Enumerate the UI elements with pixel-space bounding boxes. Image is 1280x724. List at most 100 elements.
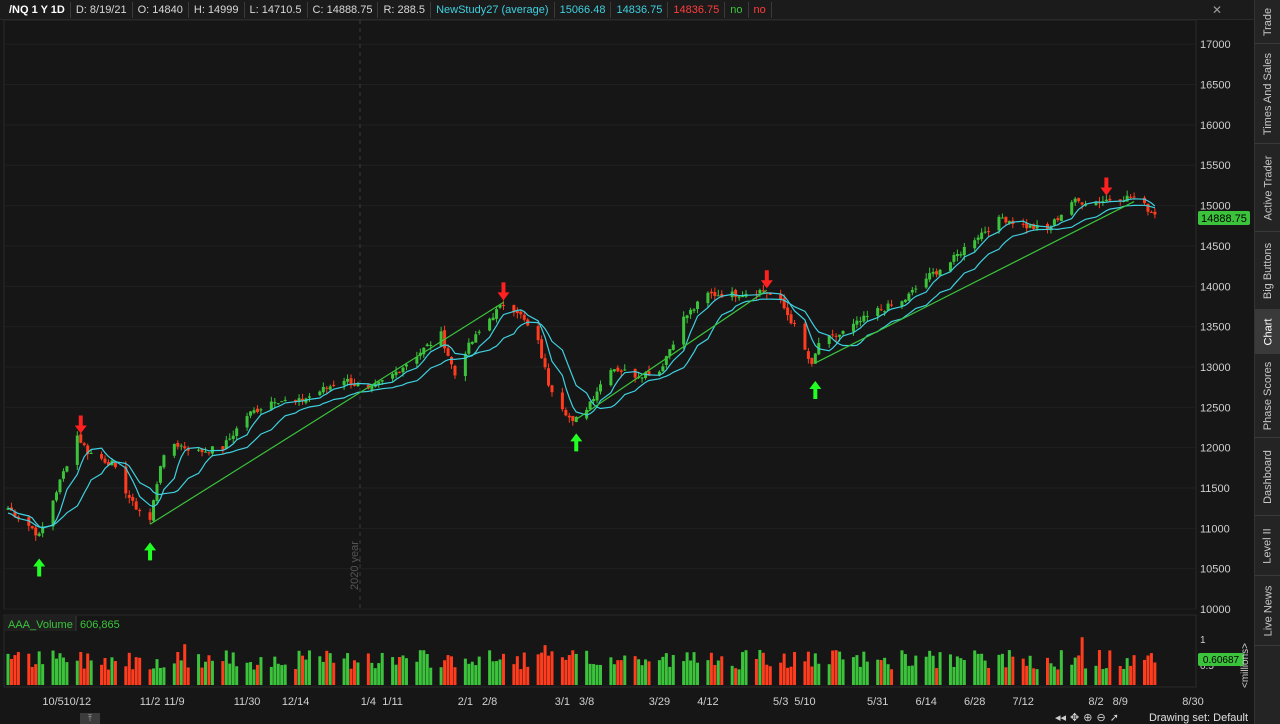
candle [709,291,713,294]
volume-bar [716,660,720,685]
volume-bar [1125,658,1129,685]
volume-bar [304,659,308,685]
candle [79,434,83,443]
tab-label: Live News [1262,585,1274,636]
zoom-in-icon[interactable]: ⊕ [1083,712,1093,724]
study-name[interactable]: NewStudy27 (average) [431,1,555,18]
volume-bar [734,668,738,685]
volume-bar [131,669,135,685]
date-tick-label: 11/2 [140,696,161,708]
candle [689,309,693,315]
scroll-start-button[interactable]: ⤒ [80,713,100,724]
candle [259,409,263,411]
volume-bar [138,657,142,685]
date-tick-label: 5/3 [773,696,788,708]
volume-bar [1080,637,1084,685]
volume-bar [380,652,384,685]
volume-bar [664,653,668,685]
volume-bar [103,657,107,685]
candle [741,295,745,298]
candle [89,452,93,454]
candle [1094,201,1098,205]
volume-bar [924,656,928,685]
symbol-label[interactable]: /NQ 1 Y 1D [4,1,71,18]
candle [671,344,675,350]
candle [890,304,894,306]
candle [470,341,474,344]
move-icon[interactable]: ✥ [1070,712,1080,724]
tab-phase-scores[interactable]: Phase Scores [1255,354,1280,438]
candle [210,446,214,454]
candle [564,409,568,416]
tab-trade[interactable]: Trade [1255,0,1280,44]
drawing-set-label[interactable]: Drawing set: Default [1148,712,1248,724]
volume-bar [446,655,450,685]
candle [37,533,41,536]
candle [713,292,717,297]
candle [82,443,86,446]
date-tick-label: 10/5 [42,696,63,708]
tab-label: Big Buttons [1262,242,1275,299]
price-tick-label: 16500 [1200,80,1231,92]
candle [113,461,117,468]
chart-area[interactable]: 2020 year 17000 16500 16000 15500 15000 14500… [0,20,1254,724]
volume-bar [987,667,991,685]
candle [453,365,457,376]
zoom-out-icon[interactable]: ⊖ [1096,712,1106,724]
tab-live-news[interactable]: Live News [1255,576,1280,646]
candle [547,368,551,386]
volume-bar [27,653,31,685]
volume-bar [106,669,110,685]
candle [1070,202,1074,215]
candle [41,526,45,534]
candle [997,216,1001,231]
candle [865,316,869,318]
candle [782,298,786,309]
candle [13,511,17,517]
volume-bar [1011,656,1015,685]
close-icon[interactable]: ✕ [1211,3,1223,17]
volume-bar [356,662,360,685]
volume-bar [474,665,478,685]
volume-bar [127,652,131,685]
volume-bar [58,653,62,685]
volume-bar [1004,667,1008,685]
volume-bar [328,653,332,685]
volume-study-label[interactable]: AAA_Volume [8,619,73,631]
volume-bar [831,650,835,685]
volume-bar [65,662,69,685]
candle [1132,196,1136,198]
volume-bar [450,656,454,685]
volume-bar [834,650,838,685]
cursor-icon[interactable]: ➚ [1109,712,1119,724]
volume-bar [172,663,176,685]
candle [51,500,55,527]
tab-big-buttons[interactable]: Big Buttons [1255,232,1280,310]
volume-bar [817,663,821,685]
candle [973,240,977,249]
candle [536,326,540,341]
tab-chart[interactable]: Chart [1255,310,1280,354]
date-tick-label: 2/8 [482,696,497,708]
tab-times-and-sales[interactable]: Times And Sales [1255,44,1280,144]
tab-dashboard[interactable]: Dashboard [1255,438,1280,516]
pan-left-icon[interactable]: ◂◂ [1055,712,1067,724]
candle [540,339,544,359]
volume-bar [404,658,408,685]
candle [124,466,128,494]
candle [661,366,665,372]
tab-active-trader[interactable]: Active Trader [1255,144,1280,232]
volume-bar [803,661,807,685]
volume-bar [890,669,894,685]
date-tick-label: 10/12 [64,696,92,708]
volume-bar [876,659,880,685]
tab-level-ii[interactable]: Level II [1255,516,1280,576]
candle [644,372,648,378]
candle [1153,211,1157,215]
chart-canvas[interactable]: 2020 year 17000 16500 16000 15500 15000 14500… [0,20,1254,724]
volume-bar [391,657,395,685]
candle [138,510,142,512]
volume-axis-mid: 0.5 [1200,661,1214,672]
candle [647,371,651,376]
volume-bar [86,653,90,685]
